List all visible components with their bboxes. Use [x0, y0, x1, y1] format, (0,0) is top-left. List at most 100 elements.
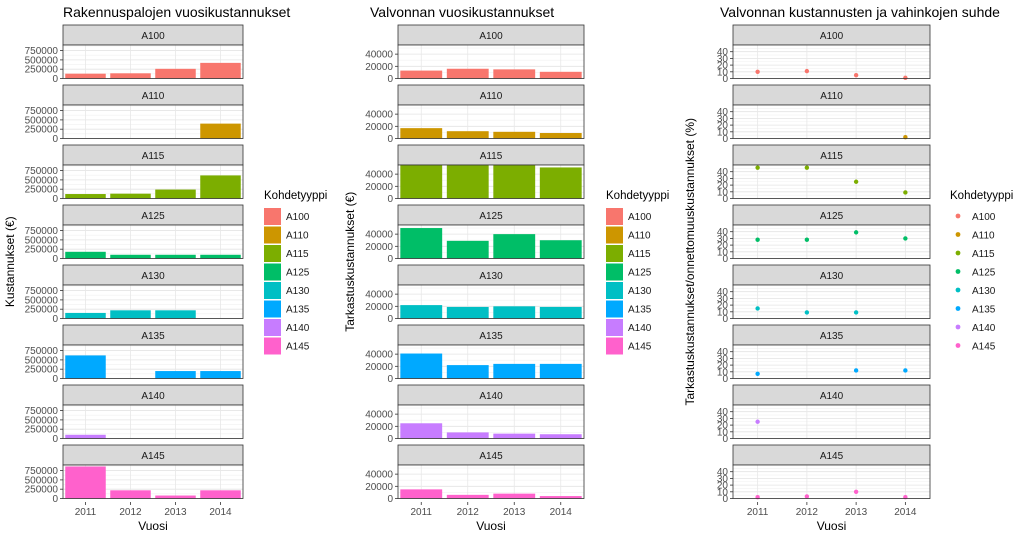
legend-swatch	[955, 213, 961, 219]
bar	[493, 131, 536, 139]
bar	[539, 306, 582, 319]
x-axis-label: Vuosi	[817, 519, 847, 533]
y-tick-label: 40	[717, 467, 729, 478]
bar	[539, 71, 582, 79]
y-tick-label: 20	[717, 361, 729, 372]
x-tick-label: 2011	[747, 507, 769, 518]
point	[853, 310, 859, 315]
y-tick-label: 30	[717, 474, 729, 485]
bar	[446, 131, 489, 139]
legend: Kohdetyyppi A100 A110 A115 A125 A130 A135 A140 A…	[606, 190, 669, 355]
y-tick-label: 20000	[365, 182, 393, 193]
legend-label: A145	[628, 342, 652, 353]
facet-strip-label: A130	[479, 271, 503, 282]
point	[853, 72, 859, 78]
y-tick-label: 20000	[365, 62, 393, 73]
legend-swatch	[606, 300, 623, 318]
y-tick-label: 20000	[365, 362, 393, 373]
y-tick-label: 20000	[365, 242, 393, 253]
legend-title: Kohdetyyppi	[950, 190, 1013, 202]
legend-label: A135	[286, 305, 310, 316]
legend-swatch	[606, 282, 623, 299]
point	[804, 165, 810, 170]
bar	[446, 494, 489, 499]
bar	[110, 193, 151, 199]
bar	[110, 73, 151, 79]
y-tick-label: 40	[717, 107, 729, 118]
facet-border	[397, 344, 585, 379]
facet-border	[62, 104, 244, 139]
legend-label: A130	[628, 286, 652, 297]
y-tick-label: 40	[717, 167, 729, 178]
y-tick-label: 40	[717, 347, 729, 358]
bar	[155, 495, 196, 499]
facet-strip-label: A145	[820, 451, 844, 462]
x-tick-label: 2014	[209, 507, 232, 518]
facet-border	[62, 404, 244, 439]
bar	[400, 128, 443, 139]
bar	[200, 371, 241, 379]
bar	[446, 432, 489, 439]
bar	[200, 490, 241, 499]
y-tick-label: 40	[717, 407, 729, 418]
legend-swatch	[955, 324, 961, 330]
y-tick-label: 20000	[365, 122, 393, 133]
bar	[65, 466, 106, 499]
bar	[493, 234, 536, 259]
facet-strip-label: A125	[820, 211, 844, 222]
legend-swatch	[264, 337, 281, 355]
bar	[539, 133, 582, 139]
y-tick-label: 40	[717, 287, 729, 298]
facet-strip-label: A135	[479, 331, 503, 342]
y-tick-label: 20000	[365, 302, 393, 313]
x-tick-label: 2013	[845, 507, 868, 518]
bar	[493, 363, 536, 379]
y-tick-label: 20	[717, 121, 729, 132]
bar	[400, 228, 443, 259]
point	[755, 419, 760, 424]
bar	[493, 165, 536, 199]
y-tick-label: 750000	[25, 166, 59, 177]
y-tick-label: 750000	[25, 406, 59, 417]
bar	[155, 310, 196, 319]
y-tick-label: 0	[722, 494, 728, 505]
point	[903, 75, 908, 81]
y-tick-label: 250000	[25, 305, 59, 316]
point	[804, 494, 810, 499]
bar	[539, 240, 582, 259]
y-tick-label: 30	[717, 54, 729, 65]
facet-strip-label: A115	[820, 151, 843, 162]
facet-strip-label: A130	[820, 271, 844, 282]
facet-border	[732, 404, 931, 439]
y-tick-label: 750000	[25, 286, 59, 297]
chart-title: Valvonnan vuosikustannukset	[370, 4, 554, 20]
legend-swatch	[264, 300, 281, 318]
legend-label: A110	[286, 231, 309, 242]
x-tick-label: 2012	[457, 507, 480, 518]
bar	[493, 306, 536, 319]
point	[853, 179, 859, 184]
y-tick-label: 0	[387, 254, 393, 265]
facet-border	[732, 344, 931, 379]
bar	[539, 167, 582, 199]
bar	[200, 175, 241, 199]
bar	[110, 490, 151, 499]
y-tick-label: 0	[387, 194, 393, 205]
bar	[446, 165, 489, 199]
legend-label: A100	[286, 212, 310, 223]
y-tick-label: 0	[52, 314, 58, 325]
point	[755, 69, 760, 75]
y-tick-label: 500000	[25, 235, 59, 246]
bar	[65, 312, 106, 319]
